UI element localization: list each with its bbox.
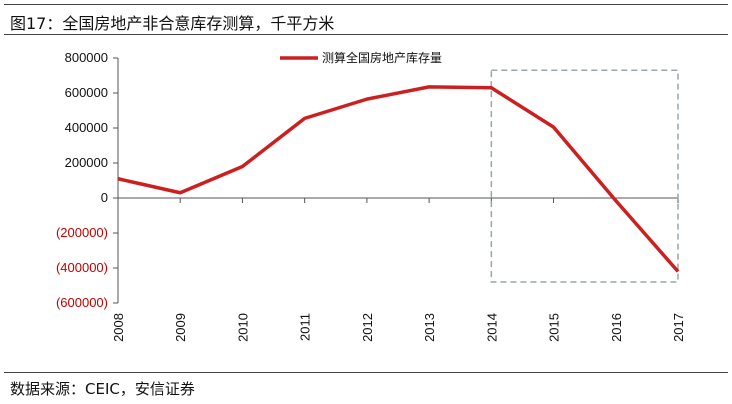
y-tick-label: 400000 [65, 120, 108, 135]
y-tick-label: (400000) [56, 260, 108, 275]
title-underline [4, 34, 728, 35]
x-tick-label: 2009 [173, 313, 188, 342]
y-tick-label: 600000 [65, 85, 108, 100]
y-axis-ticks: 800000 600000 400000 200000 0 (200000) (400000… [56, 50, 118, 310]
x-tick-label: 2013 [422, 313, 437, 342]
figure-title: 图17：全国房地产非合意库存测算，千平方米 [10, 14, 335, 33]
x-tick-label: 2011 [298, 313, 313, 341]
x-tick-label: 2014 [484, 313, 499, 342]
x-tick-label: 2016 [609, 313, 624, 342]
source-note: 数据来源：CEIC，安信证券 [10, 380, 195, 398]
legend-label: 测算全国房地产库存量 [322, 50, 442, 65]
x-axis-ticks: 2008 2009 2010 2011 2012 2013 2014 2015 2016 2017 [111, 198, 686, 342]
y-tick-label: (200000) [56, 225, 108, 240]
y-tick-label: 800000 [65, 50, 108, 65]
legend: 测算全国房地产库存量 [280, 50, 442, 65]
x-tick-label: 2015 [547, 313, 562, 342]
y-tick-label: 200000 [65, 155, 108, 170]
y-tick-label: 0 [101, 190, 108, 205]
y-tick-label: (600000) [56, 295, 108, 310]
highlight-box [490, 69, 679, 283]
top-rule [4, 4, 728, 5]
x-tick-label: 2012 [360, 313, 375, 342]
bottom-rule [4, 372, 728, 373]
x-tick-label: 2017 [671, 313, 686, 342]
x-tick-label: 2008 [111, 313, 126, 342]
series-line [117, 85, 680, 273]
x-tick-label: 2010 [235, 313, 250, 342]
